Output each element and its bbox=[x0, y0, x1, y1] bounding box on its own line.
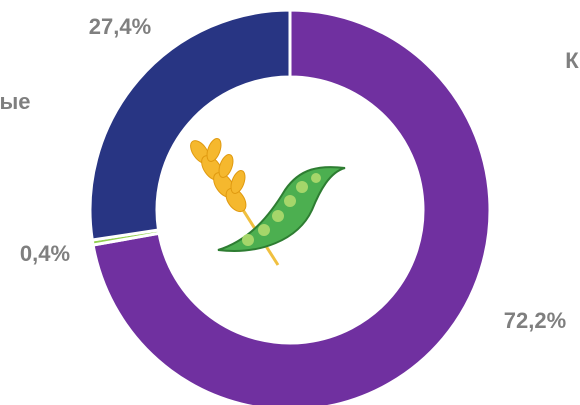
donut-segment bbox=[88, 8, 292, 242]
data-label: 72,2% bbox=[504, 308, 566, 333]
data-label: 0,4% bbox=[20, 241, 70, 266]
legend-fragment: ые bbox=[0, 89, 31, 114]
peas bbox=[242, 173, 321, 246]
donut bbox=[88, 8, 492, 405]
donut-segment bbox=[91, 8, 492, 405]
data-label: 27,4% bbox=[89, 14, 151, 39]
wheat-ear bbox=[190, 138, 247, 213]
pea-pod bbox=[217, 166, 346, 252]
center-icon bbox=[190, 138, 346, 266]
legend-fragment: К bbox=[565, 48, 579, 73]
